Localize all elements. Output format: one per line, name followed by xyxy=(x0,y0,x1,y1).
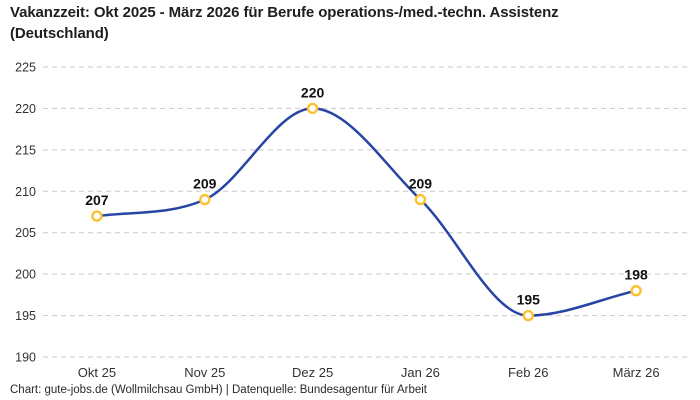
y-axis-tick-label: 205 xyxy=(15,226,36,240)
x-axis-tick-label: Jan 26 xyxy=(401,365,440,380)
data-point-marker[interactable] xyxy=(630,285,642,297)
x-axis-tick-label: Dez 25 xyxy=(292,365,333,380)
data-point-label: 220 xyxy=(301,84,325,100)
y-axis-tick-label: 195 xyxy=(15,309,36,323)
data-point-label: 198 xyxy=(624,267,648,283)
chart-title: Vakanzzeit: Okt 2025 - März 2026 für Ber… xyxy=(10,4,559,42)
y-axis-tick-label: 215 xyxy=(15,143,36,157)
x-axis-tick-label: März 26 xyxy=(613,365,660,380)
series-line xyxy=(95,107,638,317)
chart-attribution: Chart: gute-jobs.de (Wollmilchsau GmbH) … xyxy=(10,384,427,396)
data-point-marker[interactable] xyxy=(91,210,103,222)
y-axis-tick-label: 190 xyxy=(15,351,36,365)
y-axis-tick-label: 225 xyxy=(15,61,36,75)
data-point-marker[interactable] xyxy=(199,193,211,206)
data-point-marker[interactable] xyxy=(414,193,427,206)
x-axis-tick-label: Nov 25 xyxy=(184,365,225,380)
data-point-marker[interactable] xyxy=(522,309,534,322)
data-point-label: 209 xyxy=(409,176,433,192)
x-axis-tick-label: Okt 25 xyxy=(78,365,116,380)
data-point-label: 209 xyxy=(193,176,217,192)
data-point-marker[interactable] xyxy=(306,102,319,115)
data-point-label: 207 xyxy=(85,192,109,208)
x-axis-tick-label: Feb 26 xyxy=(508,365,548,380)
y-axis-tick-label: 200 xyxy=(15,268,36,282)
data-point-label: 195 xyxy=(517,292,541,308)
y-axis-tick-label: 210 xyxy=(15,185,36,199)
y-axis-tick-label: 220 xyxy=(15,102,36,116)
